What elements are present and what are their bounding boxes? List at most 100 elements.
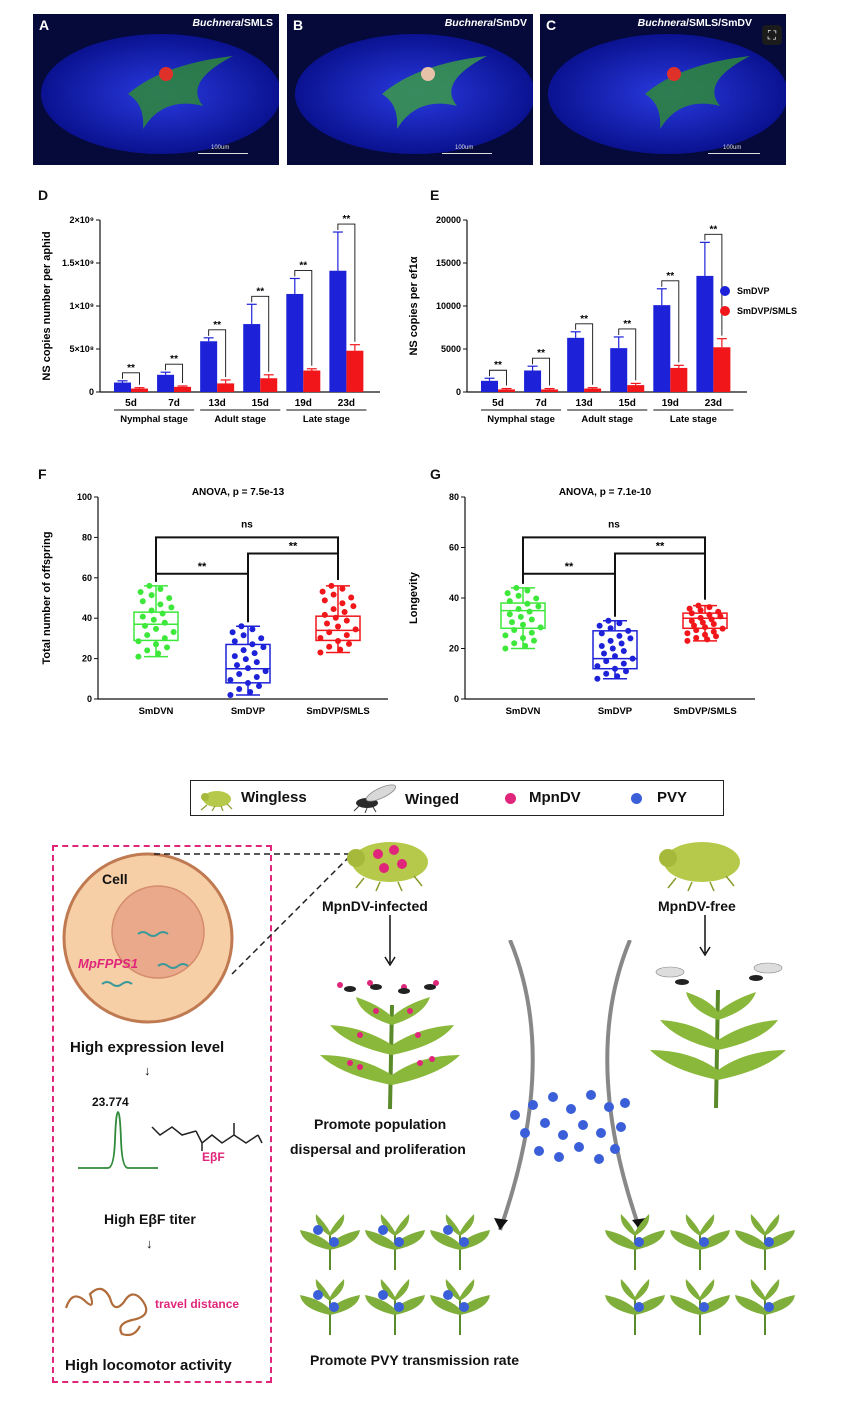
down-arrow-icon	[699, 915, 711, 957]
data-point	[526, 608, 533, 615]
data-point	[166, 595, 173, 602]
data-point	[164, 644, 170, 651]
pvy-transmission-label: Promote PVY transmission rate	[310, 1352, 520, 1368]
data-point	[515, 592, 522, 599]
x-tick-label: SmDVP/SMLS	[306, 706, 369, 717]
data-point	[144, 632, 151, 639]
data-point	[240, 632, 247, 639]
data-point	[504, 590, 511, 597]
data-point	[146, 582, 153, 589]
data-point	[144, 647, 151, 654]
bar	[157, 374, 175, 392]
arrow-icon: ↓	[146, 1236, 153, 1251]
micrograph-a-image	[41, 34, 279, 154]
data-point	[533, 595, 540, 602]
data-point	[616, 632, 623, 639]
plant-leaves	[365, 1214, 425, 1250]
panel-c-letter: C	[546, 17, 557, 33]
significance-bracket	[532, 357, 551, 386]
x-tick-label: SmDVP	[598, 706, 633, 717]
legend-label: SmDVP	[737, 286, 770, 296]
data-point	[317, 635, 324, 642]
data-point	[137, 589, 144, 596]
y-tick-label: 0	[87, 694, 92, 704]
data-point	[330, 591, 337, 598]
x-tick-label: 7d	[168, 398, 180, 409]
panel-a-title: Buchnera/SMLS	[192, 17, 273, 29]
data-point	[693, 634, 700, 641]
data-point	[697, 607, 704, 614]
data-point	[594, 663, 601, 670]
data-point	[686, 605, 693, 612]
y-tick-label: 1.5×10⁹	[62, 258, 94, 268]
data-point	[240, 647, 247, 654]
data-point	[242, 656, 249, 663]
data-point	[249, 626, 256, 633]
cell-mechanism-box	[52, 845, 272, 1383]
x-tick-label: 19d	[295, 398, 312, 409]
data-point	[502, 632, 509, 639]
data-point	[509, 619, 515, 626]
significance-bracket	[522, 572, 616, 617]
connector-line	[154, 853, 351, 975]
scale-bar	[708, 153, 760, 154]
chart-d: 0 5×10⁸ 1×10⁹ 1.5×10⁹ 2×10⁹ NS copies number …	[41, 214, 380, 425]
x-tick-label: 15d	[619, 398, 636, 409]
arrow-icon: ↓	[144, 1063, 151, 1078]
down-arrow-icon	[384, 915, 396, 967]
winged-label: Winged	[405, 791, 460, 808]
data-point	[522, 642, 529, 649]
data-point	[335, 637, 341, 644]
bar	[627, 385, 645, 392]
plant-leaves	[605, 1214, 665, 1250]
transmission-arrows	[494, 940, 646, 1231]
data-point	[524, 600, 531, 607]
y-tick-label: 20	[82, 654, 92, 664]
bar	[524, 370, 542, 392]
data-point	[506, 598, 513, 605]
plant-leaves	[735, 1279, 795, 1315]
data-point	[702, 631, 708, 638]
plant-leaves	[605, 1279, 665, 1315]
x-tick-label: 13d	[209, 398, 226, 409]
data-point	[148, 607, 155, 614]
free-label: MpnDV-free	[658, 898, 736, 914]
y-tick-label: 0	[454, 694, 459, 704]
data-point	[517, 613, 524, 620]
data-point	[227, 691, 234, 698]
pvy-particle	[459, 1302, 469, 1312]
data-point	[253, 659, 260, 666]
data-point	[691, 622, 697, 629]
data-point	[607, 625, 614, 632]
promote-label-2: dispersal and proliferation	[290, 1141, 466, 1157]
plant-leaves	[430, 1279, 490, 1315]
data-point	[339, 600, 346, 607]
data-point	[256, 683, 262, 690]
y-tick-label: 60	[449, 543, 459, 553]
data-point	[168, 604, 175, 611]
significance-bracket	[122, 372, 140, 385]
pvy-dot-icon	[631, 793, 642, 804]
data-point	[159, 610, 166, 617]
box	[225, 643, 271, 684]
expand-icon[interactable]: ⛶	[762, 25, 782, 45]
pvy-particle	[443, 1290, 453, 1300]
significance-label: ns	[241, 519, 253, 530]
scale-label: 100um	[211, 145, 230, 151]
significance-bracket	[661, 280, 680, 363]
data-point	[341, 608, 348, 615]
data-point	[520, 621, 526, 628]
data-point	[139, 613, 146, 620]
data-point	[688, 610, 695, 617]
bar	[670, 367, 688, 392]
data-point	[713, 633, 719, 640]
data-point	[528, 629, 535, 636]
x-tick-label: 23d	[705, 398, 722, 409]
winged-aphid-icon	[353, 784, 397, 813]
pvy-particle	[378, 1290, 388, 1300]
panel-d-letter: D	[38, 187, 49, 203]
significance-bracket	[208, 329, 227, 377]
significance-label: ns	[608, 519, 620, 530]
micrograph-b-image	[295, 34, 533, 154]
y-tick-label: 60	[82, 573, 92, 583]
